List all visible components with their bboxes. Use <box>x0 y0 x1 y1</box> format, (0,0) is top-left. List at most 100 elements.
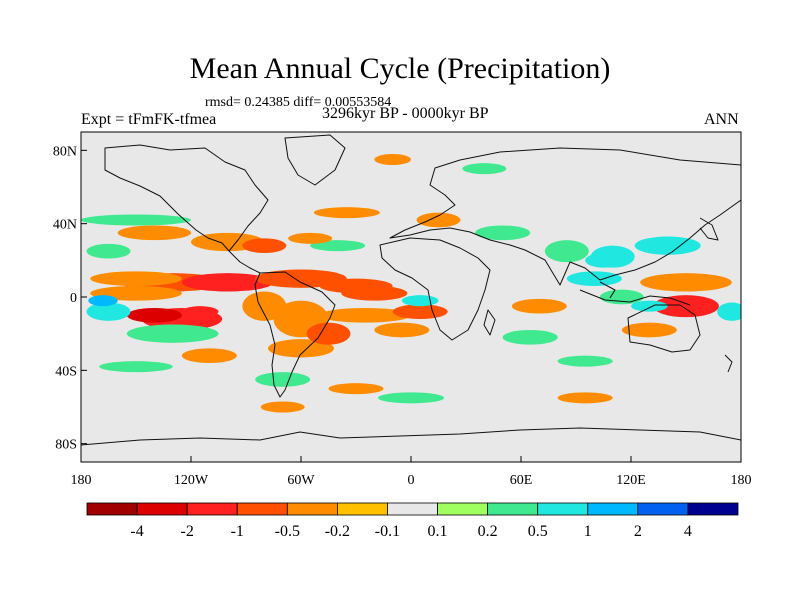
anomaly-blob <box>653 295 719 318</box>
colorbar-label: 0.5 <box>528 523 548 540</box>
coastline-eurasia <box>389 147 741 286</box>
coastline-australia <box>627 304 701 353</box>
anomaly-blob <box>313 207 380 219</box>
precipitation-anomaly-field <box>81 154 741 413</box>
colorbar-swatch <box>587 502 639 516</box>
anomaly-blob <box>117 225 191 241</box>
colorbar-swatch <box>336 502 388 516</box>
anomaly-blob <box>99 361 173 373</box>
colorbar-swatch <box>86 502 138 516</box>
season-label: ANN <box>704 111 739 128</box>
colorbar-label: 4 <box>684 523 692 540</box>
anomaly-blob <box>88 295 118 307</box>
coastline-antarctica <box>81 427 741 446</box>
anomaly-blob <box>242 291 287 321</box>
anomaly-blob <box>126 324 219 343</box>
coastlines <box>81 134 741 446</box>
anomaly-blob <box>268 339 334 358</box>
anomaly-blob <box>557 392 613 404</box>
anomaly-blob <box>374 154 411 165</box>
colorbar-label: 0.1 <box>428 523 448 540</box>
colorbar-label: -0.2 <box>325 523 350 540</box>
anomaly-blob <box>90 271 182 286</box>
period-label: 3296kyr BP - 0000kyr BP <box>322 105 489 122</box>
coastline-indonesia <box>579 281 691 306</box>
anomaly-blob <box>475 225 531 241</box>
anomaly-blob <box>255 372 311 387</box>
lat-tick-label: 80S <box>55 438 77 453</box>
map-axes: 180 120W 60W 0 60E 120E 180 80N 40N 0 40S 80S <box>53 144 752 488</box>
anomaly-blob <box>640 273 732 292</box>
anomaly-blob <box>86 243 131 259</box>
anomaly-blob <box>566 271 622 286</box>
anomaly-blob <box>544 240 589 263</box>
anomaly-blob <box>717 302 741 321</box>
colorbar-label: 2 <box>634 523 642 540</box>
anomaly-blob <box>621 322 677 338</box>
experiment-label: Expt = tFmFK-tfmea <box>81 111 217 128</box>
anomaly-blob <box>181 273 274 292</box>
lat-tick-label: 0 <box>70 291 77 306</box>
coastline-madagascar <box>483 309 496 336</box>
lon-tick-label: 60E <box>510 473 533 488</box>
coastline-new-zealand <box>724 354 733 373</box>
lat-tick-label: 40N <box>53 218 77 233</box>
anomaly-blob <box>341 286 408 301</box>
stats-subtitle: rmsd= 0.24385 diff= 0.00553584 <box>205 95 392 110</box>
lat-tick-label: 80N <box>53 144 77 159</box>
coastline-africa <box>379 237 491 341</box>
lon-tick-label: 180 <box>731 473 752 488</box>
anomaly-blob <box>511 298 567 314</box>
anomaly-blob <box>126 308 182 323</box>
anomaly-blob <box>86 302 131 321</box>
lon-tick-label: 120E <box>616 473 646 488</box>
colorbar-label: -0.5 <box>275 523 300 540</box>
colorbar-swatch <box>437 502 489 516</box>
colorbar-swatch <box>487 502 539 516</box>
anomaly-blob <box>310 240 366 252</box>
colorbar-swatch <box>687 502 739 516</box>
coastline-japan <box>699 217 719 241</box>
coastline-central-america <box>228 250 261 274</box>
anomaly-blob <box>328 383 384 395</box>
coastline-greenland <box>284 134 346 186</box>
anomaly-blob <box>631 300 668 312</box>
colorbar: -4 -2 -1 -0.5 -0.2 -0.1 0.1 0.2 0.5 1 2 4 <box>86 502 739 540</box>
anomaly-blob <box>462 163 507 175</box>
lon-tick-label: 60W <box>287 473 315 488</box>
anomaly-blob <box>181 306 219 318</box>
anomaly-blob <box>374 322 430 338</box>
colorbar-label: -1 <box>231 523 244 540</box>
coastline-south-america <box>254 271 336 398</box>
lat-tick-label: 40S <box>55 364 77 379</box>
lon-tick-label: 0 <box>408 473 415 488</box>
coastline-north-america <box>104 144 269 252</box>
colorbar-label: -0.1 <box>375 523 400 540</box>
colorbar-swatch <box>136 502 188 516</box>
anomaly-blob <box>502 330 558 345</box>
colorbar-swatch <box>637 502 689 516</box>
colorbar-label: 0.2 <box>478 523 498 540</box>
anomaly-blob <box>401 295 439 307</box>
anomaly-blob <box>306 322 351 345</box>
anomaly-blob <box>634 236 701 255</box>
anomaly-blob <box>242 238 287 254</box>
lon-tick-label: 180 <box>71 473 92 488</box>
map-title: Mean Annual Cycle (Precipitation) <box>189 52 611 85</box>
anomaly-blob <box>378 392 444 404</box>
colorbar-label: -2 <box>180 523 193 540</box>
colorbar-swatch <box>537 502 589 516</box>
anomaly-blob <box>416 212 461 228</box>
colorbar-swatch <box>286 502 338 516</box>
colorbar-swatch <box>387 502 438 516</box>
anomaly-blob <box>319 308 411 323</box>
colorbar-label: -4 <box>130 523 143 540</box>
lon-tick-label: 120W <box>174 473 209 488</box>
colorbar-swatch <box>186 502 238 516</box>
colorbar-swatch <box>236 502 288 516</box>
anomaly-blob <box>585 253 622 268</box>
anomaly-blob <box>81 214 191 226</box>
anomaly-blob <box>557 355 613 367</box>
anomaly-blob <box>392 304 448 319</box>
